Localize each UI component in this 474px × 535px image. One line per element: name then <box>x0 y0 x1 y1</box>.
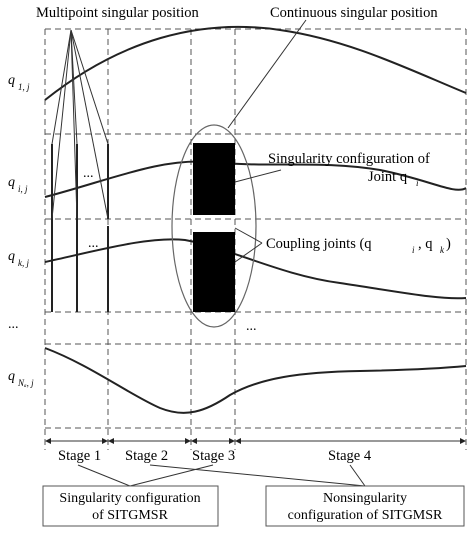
singular-box-line2: of SITGMSR <box>92 508 169 523</box>
label-coupling: Coupling joints (q i , q k ) <box>266 236 451 255</box>
svg-text:Joint q: Joint q <box>368 169 407 185</box>
pointer-1 <box>51 29 72 145</box>
continuous-pointer <box>227 19 307 129</box>
curve-qi <box>44 160 467 198</box>
singularity-pointer <box>234 169 282 183</box>
singular-config-box <box>42 485 219 527</box>
curve-qk <box>44 238 467 300</box>
svg-text:i: i <box>412 245 415 255</box>
svg-text:, q: , q <box>418 236 433 252</box>
row-label-qN: q Nₐ, j <box>8 369 34 388</box>
svg-text:i, j: i, j <box>18 184 28 194</box>
pointer-6 <box>70 29 109 220</box>
connector-stage3 <box>129 464 214 487</box>
svg-text:i: i <box>416 178 419 188</box>
row-label-q1: q 1, j <box>8 73 30 92</box>
box-connectors <box>77 464 366 487</box>
ellipsis-mid: ... <box>246 319 257 334</box>
nonsingular-box-line2: configuration of SITGMSR <box>288 508 443 523</box>
stage-arrows <box>45 438 466 444</box>
curve-q1 <box>44 25 467 101</box>
label-singularity-line2: Joint q i <box>368 169 419 188</box>
svg-text:k, j: k, j <box>18 258 29 268</box>
svg-text:q: q <box>8 249 15 264</box>
stage-4-label: Stage 4 <box>328 448 372 464</box>
singular-block-qi <box>193 143 235 215</box>
nonsingular-config-box <box>265 485 465 527</box>
ellipsis-row-i: ... <box>83 166 94 181</box>
connector-stage2 <box>149 464 366 487</box>
pointer-3 <box>70 29 109 145</box>
svg-text:1, j: 1, j <box>18 82 30 92</box>
connector-stage1 <box>77 464 131 487</box>
svg-text:Coupling joints (q: Coupling joints (q <box>266 236 372 252</box>
svg-text:q: q <box>8 73 15 88</box>
multipoint-bars <box>51 144 109 312</box>
label-continuous: Continuous singular position <box>270 5 438 21</box>
coupling-pointer-2 <box>234 242 263 263</box>
singular-block-qk <box>193 232 235 312</box>
svg-text:): ) <box>446 236 451 252</box>
connector-stage4 <box>349 464 366 487</box>
row-label-qk: q k, j <box>8 249 29 268</box>
stage-1-label: Stage 1 <box>58 448 101 464</box>
label-multipoint: Multipoint singular position <box>36 5 199 21</box>
svg-text:Nₐ, j: Nₐ, j <box>17 378 34 388</box>
nonsingular-box-line1: Nonsingularity <box>323 491 407 506</box>
svg-text:k: k <box>440 245 445 255</box>
stage-3-label: Stage 3 <box>192 448 235 464</box>
continuous-ellipse <box>171 124 257 328</box>
svg-text:q: q <box>8 175 15 190</box>
stage-2-label: Stage 2 <box>125 448 168 464</box>
singular-box-line1: Singularity configuration <box>59 491 200 506</box>
ellipsis-row-k: ... <box>88 236 99 251</box>
row-label-ellipsis: ... <box>8 317 19 332</box>
pointer-4 <box>51 29 72 220</box>
label-singularity-line1: Singularity configuration of <box>268 151 430 167</box>
curve-qN <box>44 347 467 414</box>
row-label-qi: q i, j <box>8 175 28 194</box>
multipoint-pointers <box>51 29 109 220</box>
svg-text:q: q <box>8 369 15 384</box>
pointer-5 <box>70 29 78 220</box>
coupling-pointer-1 <box>234 227 263 244</box>
